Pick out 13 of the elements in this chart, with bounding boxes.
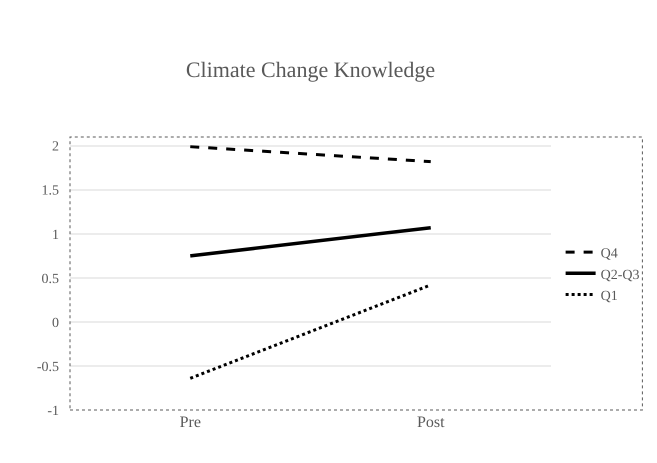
y-tick-label: 0 (52, 316, 59, 331)
legend-label: Q1 (600, 288, 618, 304)
y-tick-label: 1 (52, 228, 59, 243)
y-tick-label: 1.5 (42, 184, 59, 199)
legend-label: Q4 (600, 246, 618, 262)
chart-title: Climate Change Knowledge (186, 57, 436, 82)
x-tick-label: Post (416, 414, 446, 431)
y-tick-label: -1 (47, 404, 59, 419)
y-tick-label: -0.5 (36, 360, 59, 375)
x-tick-label: Pre (180, 414, 201, 431)
y-tick-label: 2 (52, 140, 59, 155)
legend-label: Q2-Q3 (600, 268, 640, 283)
y-tick-label: 0.5 (42, 272, 59, 287)
